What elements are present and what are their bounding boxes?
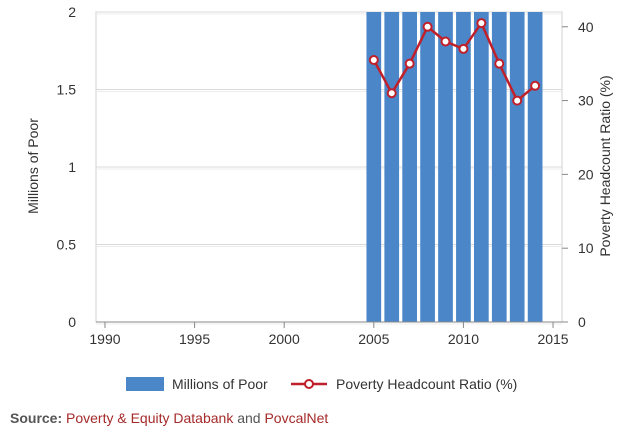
bar[interactable]: [420, 12, 435, 322]
bar[interactable]: [438, 12, 453, 322]
line-point[interactable]: [512, 95, 523, 106]
legend: Millions of Poor Poverty Headcount Ratio…: [0, 370, 643, 398]
source-link-povcalnet[interactable]: PovcalNet: [264, 410, 329, 426]
legend-item-line[interactable]: Poverty Headcount Ratio (%): [290, 370, 517, 398]
line-point[interactable]: [494, 58, 505, 69]
line-point[interactable]: [422, 21, 433, 32]
x-tick-label: 2000: [269, 331, 300, 347]
bar-series: [366, 12, 543, 322]
y-axis-left-title: Millions of Poor: [25, 118, 41, 214]
y-right-tick-label: 30: [578, 93, 594, 109]
bar[interactable]: [384, 12, 400, 322]
line-point[interactable]: [476, 18, 487, 29]
legend-bar-swatch: [126, 377, 164, 391]
y-right-tick-label: 0: [578, 314, 586, 330]
x-tick-label: 1995: [179, 331, 210, 347]
y-axis-right-title: Poverty Headcount Ratio (%): [597, 75, 613, 256]
y-right-tick-label: 10: [578, 240, 594, 256]
line-point[interactable]: [530, 80, 541, 91]
bar[interactable]: [527, 12, 543, 322]
line-path: [372, 21, 536, 102]
bar[interactable]: [491, 12, 507, 322]
line-point[interactable]: [404, 58, 415, 69]
legend-line-label: Poverty Headcount Ratio (%): [336, 376, 518, 392]
line-point[interactable]: [386, 88, 397, 99]
legend-item-bar[interactable]: Millions of Poor: [126, 370, 268, 398]
y-left-tick-label: 0.5: [57, 237, 77, 253]
x-tick-label: 2005: [358, 331, 389, 347]
y-left-tick-label: 1: [68, 159, 76, 175]
x-tick-label: 2010: [448, 331, 479, 347]
line-point[interactable]: [368, 54, 379, 65]
source-joiner: and: [237, 410, 261, 426]
bar[interactable]: [473, 12, 489, 322]
legend-bar-label: Millions of Poor: [172, 376, 268, 392]
y-right-tick-label: 40: [578, 19, 594, 35]
line-point[interactable]: [440, 36, 451, 47]
bar[interactable]: [456, 12, 471, 322]
source-note: Source: Poverty & Equity Databank and Po…: [10, 410, 328, 426]
line-point[interactable]: [458, 43, 469, 54]
source-link-databank[interactable]: Poverty & Equity Databank: [66, 410, 234, 426]
y-left-tick-label: 0: [68, 314, 76, 330]
y-left-tick-label: 1.5: [57, 82, 77, 98]
source-prefix: Source:: [10, 410, 63, 426]
bar[interactable]: [402, 12, 418, 322]
x-tick-label: 2015: [537, 331, 568, 347]
y-left-tick-label: 2: [68, 4, 76, 20]
y-right-tick-label: 20: [578, 166, 594, 182]
line-series: [368, 18, 541, 106]
axes: [96, 26, 568, 328]
bar[interactable]: [366, 12, 382, 322]
legend-line-swatch: [290, 377, 328, 391]
bar[interactable]: [509, 12, 525, 322]
x-tick-label: 1990: [89, 331, 120, 347]
